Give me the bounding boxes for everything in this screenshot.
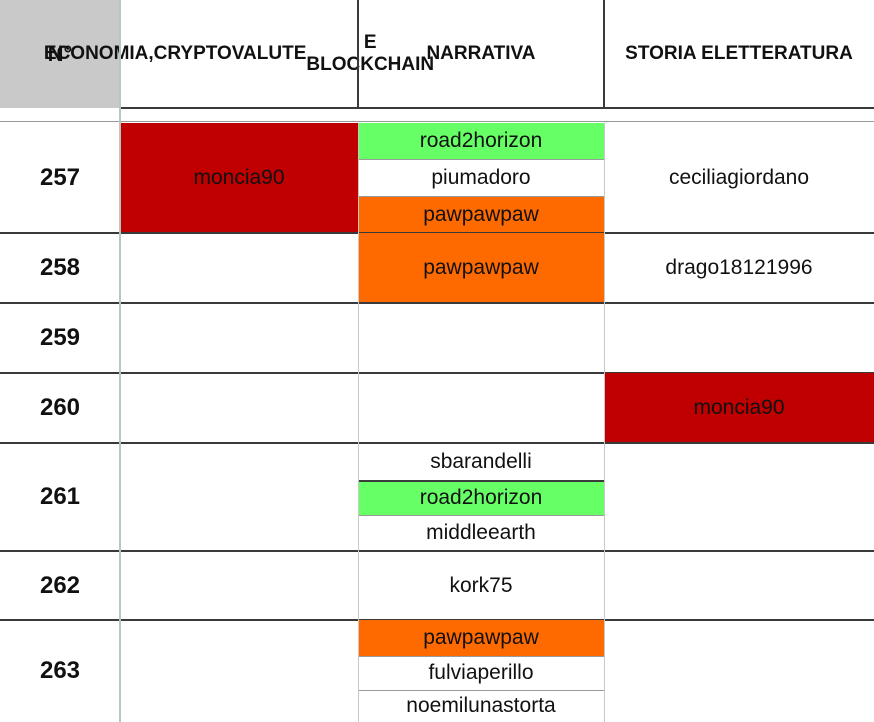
header-economia-line: ECONOMIA,	[43, 43, 154, 64]
cell-narrativa: kork75	[449, 573, 513, 597]
cell-narrativa: pawpawpaw	[358, 620, 604, 656]
column-divider	[603, 0, 605, 108]
row-divider	[0, 550, 874, 552]
header-economia: ECONOMIA, CRYPTOVALUTE E BLOCKCHAIN	[44, 0, 434, 108]
row-divider	[0, 372, 874, 374]
cell-narrativa: middleearth	[426, 521, 536, 544]
header-num: N°	[0, 0, 120, 108]
sub-divider	[358, 690, 604, 691]
row-number: 257	[39, 164, 81, 191]
cell-narrativa: pawpawpaw	[358, 196, 604, 233]
sub-divider	[358, 196, 604, 197]
cell-narrativa: fulviaperillo	[428, 661, 534, 684]
sub-divider	[358, 159, 604, 160]
header-storia-line: STORIA E	[625, 43, 714, 64]
row-divider	[0, 302, 874, 304]
cell-narrativa: road2horizon	[358, 123, 604, 159]
header-economia-line: E BLOCKCHAIN	[306, 32, 435, 75]
column-divider	[604, 123, 605, 722]
row-number: 258	[39, 254, 81, 281]
cell-storia: drago18121996	[665, 256, 813, 279]
column-divider	[358, 123, 359, 722]
row-divider	[0, 442, 874, 444]
sub-divider	[358, 480, 604, 482]
cell-storia: ceciliagiordano	[668, 166, 810, 189]
header-storia-line: LETTERATURA	[713, 43, 853, 64]
header-divider	[120, 107, 874, 109]
header-storia: STORIA E LETTERATURA	[604, 0, 874, 108]
sub-divider	[358, 515, 604, 516]
cell-storia: moncia90	[604, 373, 874, 443]
cell-narrativa: noemilunastorta	[406, 694, 556, 717]
row-number: 261	[39, 483, 81, 510]
cell-economia: moncia90	[120, 123, 358, 233]
sub-divider	[358, 656, 604, 657]
header-narrativa: NARRATIVA	[358, 0, 604, 108]
header-economia-line: CRYPTOVALUTE	[153, 43, 307, 64]
row-number: 259	[39, 324, 81, 351]
column-divider	[119, 0, 121, 722]
cell-narrativa: piumadoro	[431, 165, 531, 189]
row-number: 263	[39, 657, 81, 684]
row-number: 262	[39, 571, 81, 599]
body-top-divider	[0, 121, 874, 122]
cell-narrativa: sbarandelli	[430, 449, 532, 473]
cell-narrativa: road2horizon	[358, 480, 604, 515]
cell-narrativa: pawpawpaw	[358, 233, 604, 303]
row-number: 260	[39, 394, 81, 421]
column-divider	[357, 0, 359, 108]
header-narrativa-line: NARRATIVA	[426, 43, 536, 64]
